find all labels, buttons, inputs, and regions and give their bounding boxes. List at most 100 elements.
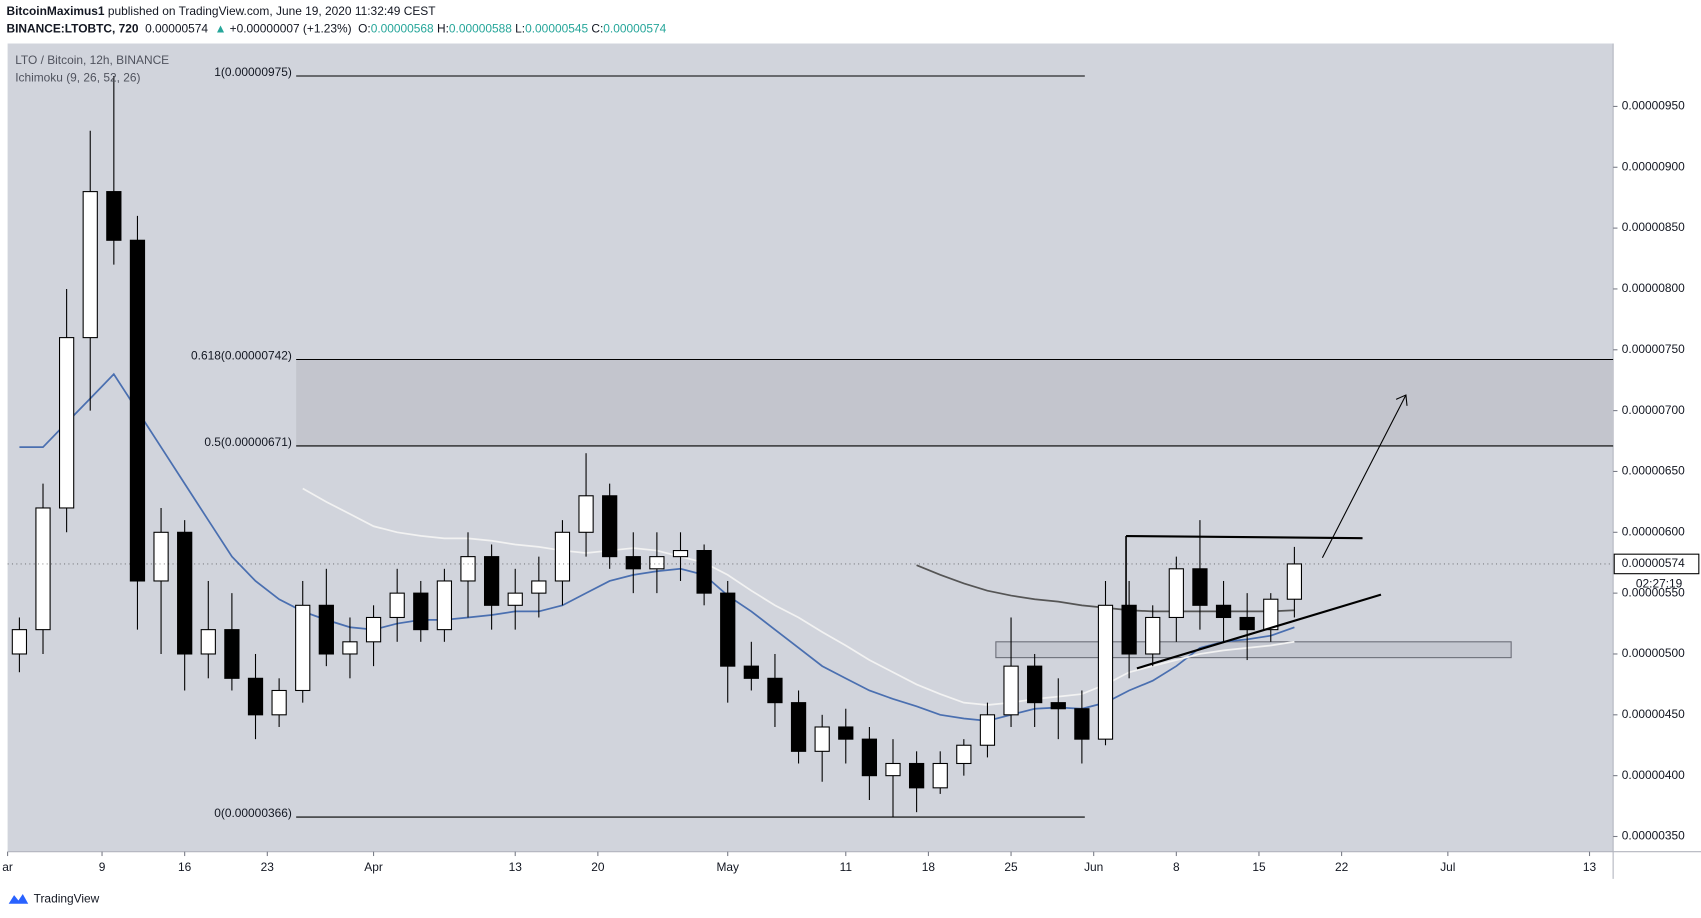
candle-body [602, 495, 618, 558]
candle-body [790, 702, 807, 752]
candle-body [1003, 665, 1019, 716]
chart-title: LTO / Bitcoin, 12h, BINANCE [15, 53, 169, 67]
candle-body [672, 550, 689, 558]
candle-body [507, 592, 523, 606]
candle-body [1215, 604, 1232, 619]
last-price-box [1613, 553, 1700, 575]
arrow: ▲ [215, 22, 227, 36]
x-tick-label: 22 [1335, 860, 1349, 874]
x-tick-label: Jul [1440, 860, 1455, 874]
logo [8, 894, 29, 904]
x-tick-label: 18 [922, 860, 936, 874]
ohlc-label: O: [358, 22, 371, 36]
logo-icon [8, 894, 29, 904]
x-tick-label: 13 [1583, 860, 1597, 874]
candle-body [578, 495, 594, 533]
y-tick-label: 0.00000600 [1622, 524, 1685, 538]
candle-body [436, 580, 453, 631]
target-arrow [1321, 394, 1407, 558]
fib-label: 0.618(0.00000742) [191, 348, 292, 362]
y-tick-label: 0.00000550 [1622, 585, 1685, 599]
fib-label: 0.5(0.00000671) [204, 435, 292, 449]
ohlc-label: H: [437, 22, 449, 36]
y-tick-label: 0.00000800 [1622, 281, 1685, 295]
x-tick-label: ar [2, 860, 13, 874]
x-tick-label: 8 [1173, 860, 1180, 874]
candle-body [1121, 604, 1137, 655]
y-tick-label: 0.00000900 [1622, 159, 1685, 173]
x-tick-label: 25 [1004, 860, 1018, 874]
candle-body [720, 592, 736, 667]
change: +0.00000007 (+1.23%) [230, 22, 352, 36]
x-tick-label: Jun [1084, 860, 1103, 874]
candle-body [1050, 702, 1066, 710]
fib-band [296, 359, 1614, 446]
y-tick-label: 0.00000850 [1622, 220, 1685, 234]
candle-body [389, 592, 405, 619]
brand: TradingView [34, 892, 100, 906]
candle-body [35, 507, 51, 631]
x-tick-label: Apr [364, 860, 383, 874]
last: 0.00000574 [145, 22, 208, 36]
support-zone [995, 641, 1512, 659]
plot-area [7, 43, 1614, 852]
candle-body [1286, 563, 1303, 600]
symbol: BINANCE:LTOBTC, 720 [7, 22, 139, 36]
fib-label: 1(0.00000975) [214, 65, 292, 79]
candle-body [365, 616, 382, 643]
ohlc-value: 0.00000568 [371, 22, 434, 36]
candle-body [58, 337, 75, 509]
candle-body [956, 744, 972, 765]
fib-label: 0(0.00000366) [214, 806, 292, 820]
candle-body [318, 604, 334, 655]
candle-body [861, 738, 878, 777]
drawings [1125, 394, 1408, 670]
candle-body [106, 191, 122, 241]
candle-body [271, 689, 287, 716]
candle-body [767, 677, 783, 704]
candle-body [932, 762, 948, 789]
candle-body [200, 629, 216, 655]
ohlc-label: L: [515, 22, 525, 36]
candle-body [1097, 604, 1114, 740]
candle-body [1145, 616, 1161, 655]
candle-body [82, 191, 98, 339]
candle-body [129, 239, 146, 582]
ohlc-label: C: [591, 22, 603, 36]
x-tick-label: May [716, 860, 739, 874]
x-tick-label: 15 [1252, 860, 1266, 874]
y-tick-label: 0.00000450 [1622, 707, 1685, 721]
chart-subtitle: Ichimoku (9, 26, 52, 26) [15, 70, 140, 84]
arrow-head [1395, 394, 1408, 406]
candle-body [413, 592, 429, 631]
candle-body [531, 580, 547, 594]
x-tick-label: 9 [99, 860, 106, 874]
y-tick-label: 0.00000400 [1622, 768, 1685, 782]
last-price-label: 0.00000574 [1622, 556, 1685, 570]
candle-body [295, 604, 311, 692]
candle-body [483, 556, 500, 606]
marks: 0.00000350 0.00000400 0.00000450 0.00000500… [2, 65, 1700, 874]
candle-body [11, 629, 28, 655]
x-tick-label: 13 [509, 860, 523, 874]
candle-body [1239, 616, 1255, 631]
y-tick-label: 0.00000650 [1622, 464, 1685, 478]
x-tick-label: 11 [840, 860, 853, 874]
candle-body [224, 629, 240, 679]
candle-body [649, 556, 665, 570]
candle-body [342, 641, 358, 655]
candle-body [1168, 568, 1184, 619]
header-line: BitcoinMaximus1 published on TradingView… [7, 4, 437, 18]
y-tick-label: 0.00000700 [1622, 403, 1685, 417]
countdown: 02:27:19 [1636, 577, 1683, 591]
resistance-line [1126, 534, 1363, 540]
candle-body [1192, 568, 1208, 606]
candle-body [460, 556, 476, 582]
candle-body [1074, 708, 1090, 740]
y-tick-label: 0.00000500 [1622, 646, 1685, 660]
ohlc-value: 0.00000588 [449, 22, 512, 36]
candle-body [696, 550, 712, 594]
candle-body [908, 762, 925, 789]
candle-body [885, 762, 901, 777]
